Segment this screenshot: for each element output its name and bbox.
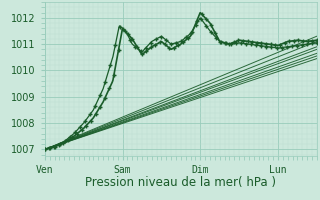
- X-axis label: Pression niveau de la mer( hPa ): Pression niveau de la mer( hPa ): [85, 176, 276, 189]
